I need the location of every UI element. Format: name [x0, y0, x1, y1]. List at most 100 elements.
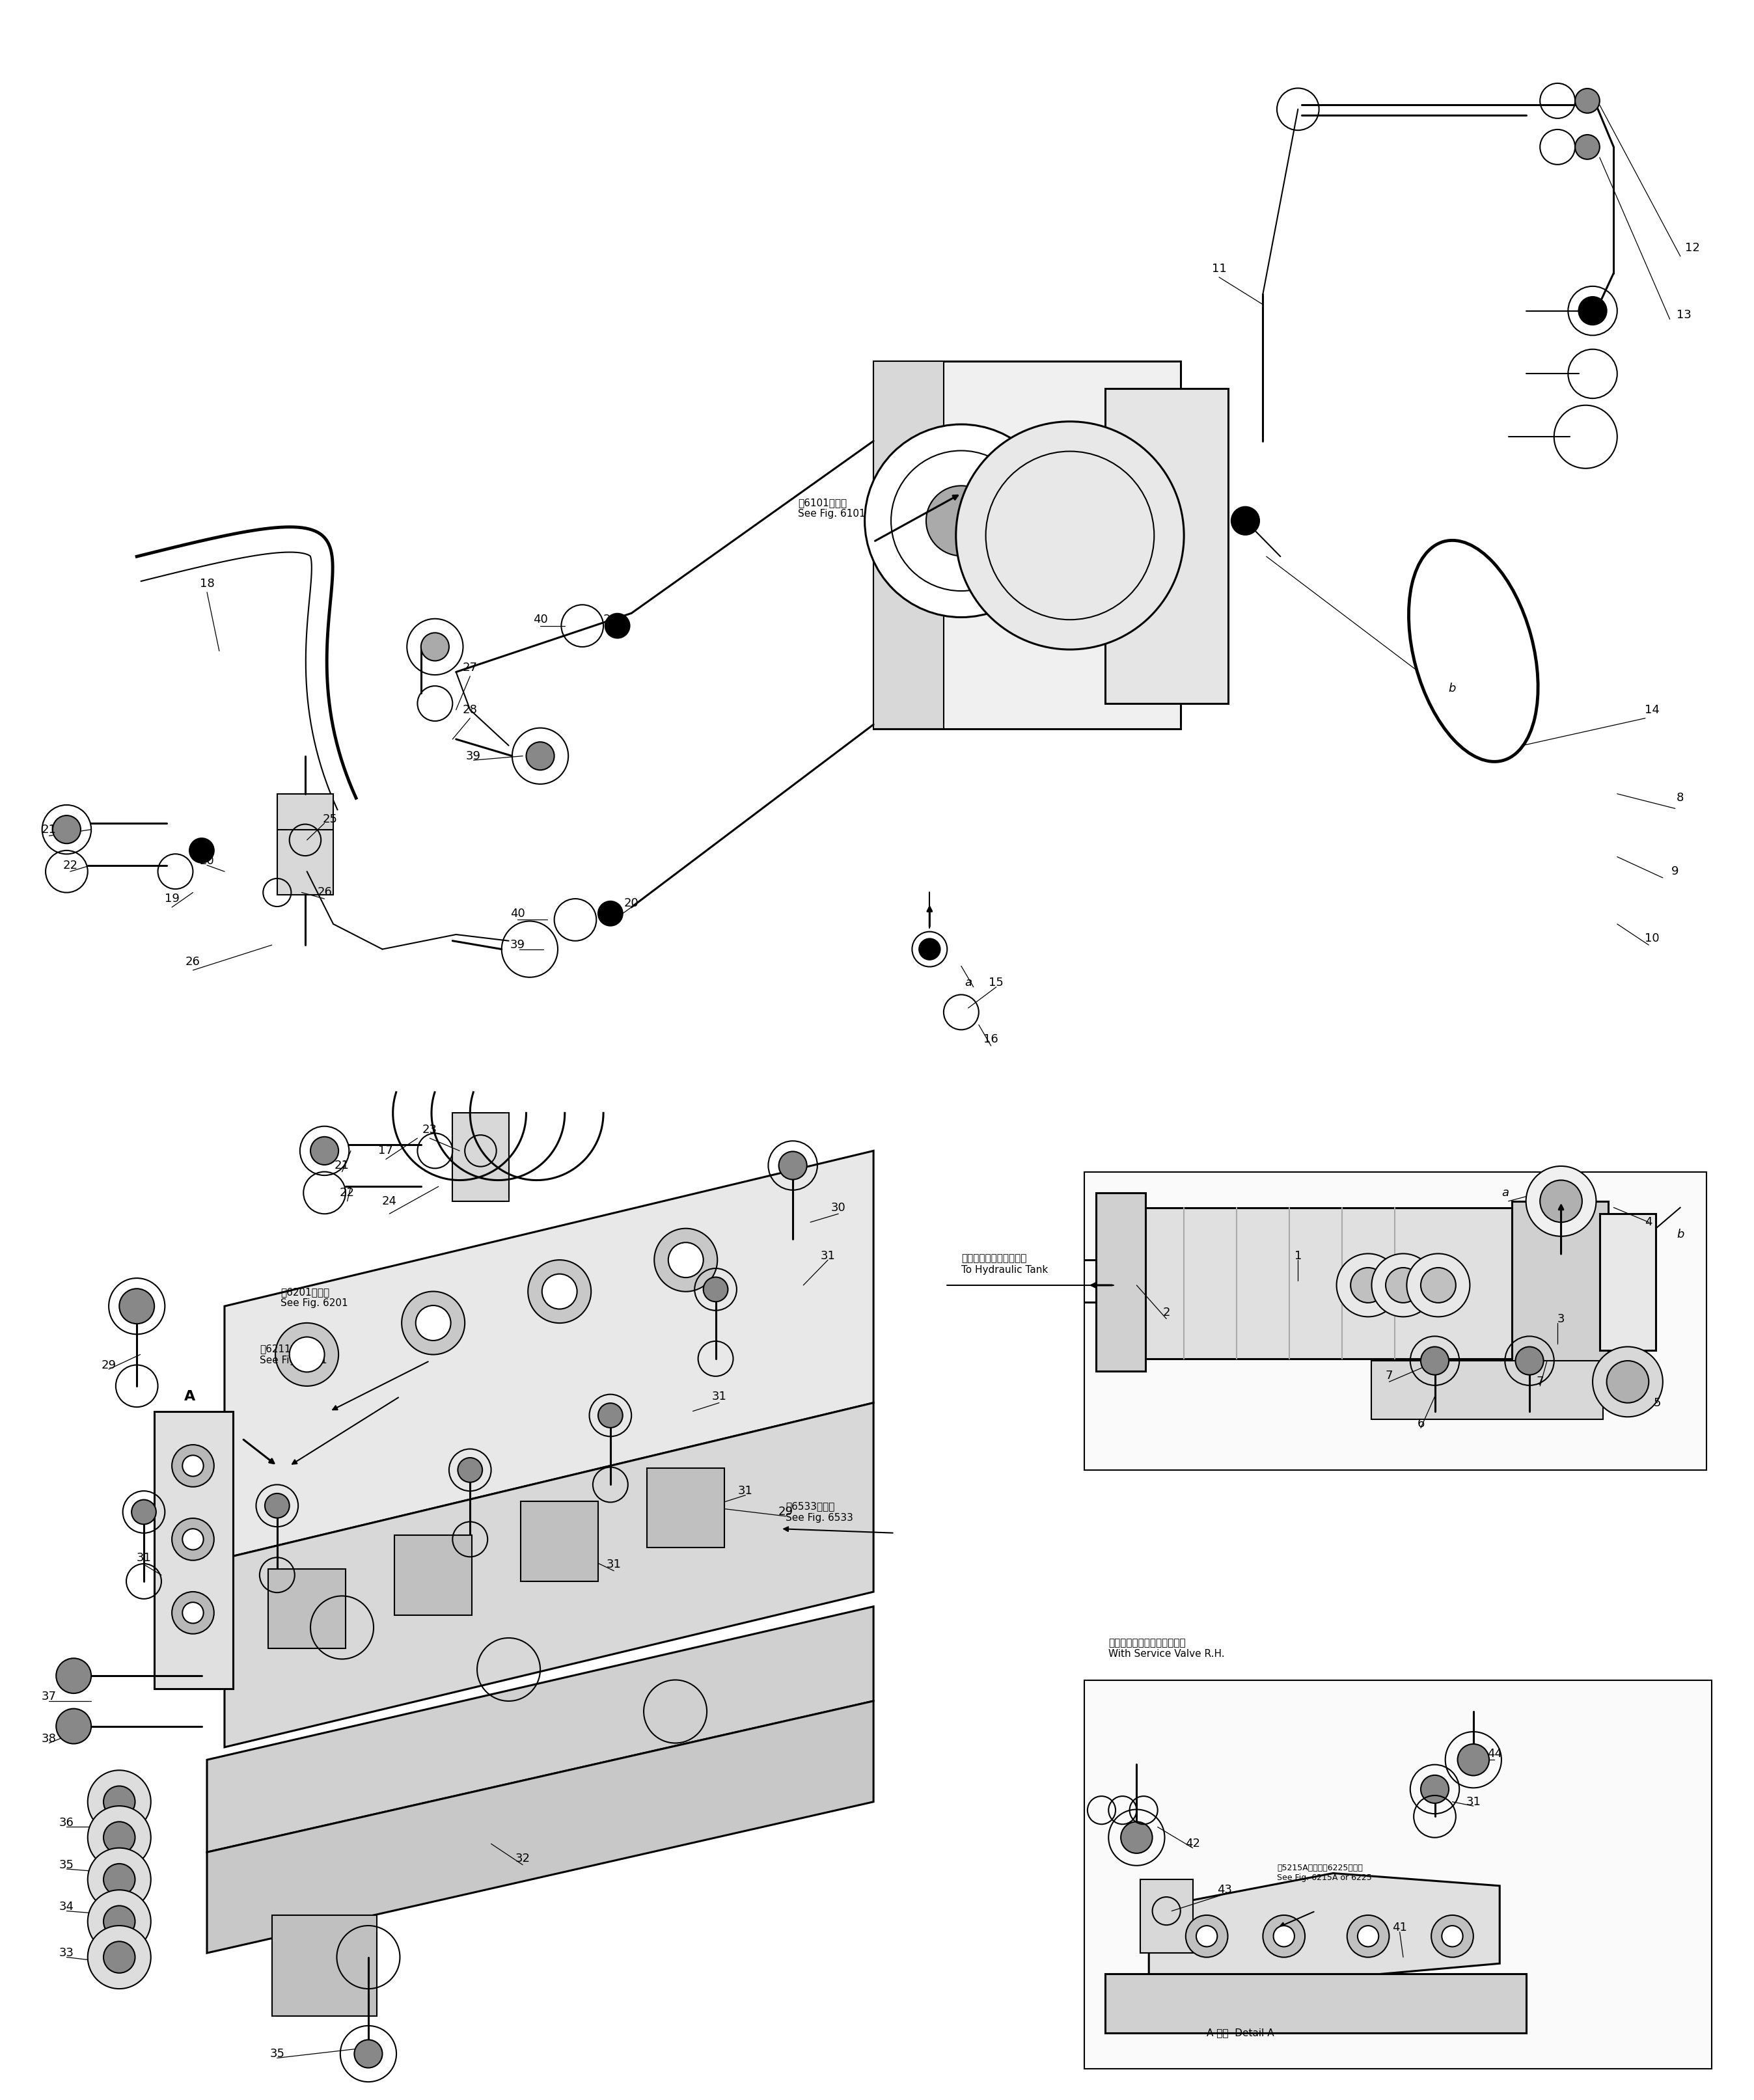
Text: 32: 32	[516, 1852, 530, 1865]
Text: 43: 43	[1217, 1884, 1231, 1896]
Circle shape	[1431, 1915, 1473, 1957]
Text: 第6101図参照
See Fig. 6101: 第6101図参照 See Fig. 6101	[798, 498, 865, 519]
Text: 10: 10	[1645, 932, 1659, 945]
Text: 39: 39	[467, 750, 481, 762]
Text: 4: 4	[1645, 1216, 1652, 1228]
Polygon shape	[1149, 1873, 1500, 2012]
Text: 40: 40	[533, 613, 547, 626]
Text: 11: 11	[1212, 262, 1226, 275]
Text: b: b	[1677, 1228, 1684, 1241]
Text: 第6533図参照
See Fig. 6533: 第6533図参照 See Fig. 6533	[786, 1501, 854, 1522]
Text: 44: 44	[1487, 1747, 1501, 1760]
Bar	[1084, 1172, 1707, 1470]
Circle shape	[528, 1260, 591, 1323]
Bar	[1105, 388, 1228, 704]
Text: 20: 20	[603, 613, 617, 626]
Circle shape	[1372, 1254, 1435, 1317]
Text: 20: 20	[200, 855, 214, 867]
Circle shape	[416, 1306, 451, 1340]
Text: 1: 1	[1294, 1249, 1301, 1262]
Circle shape	[1593, 1346, 1663, 1418]
Circle shape	[1442, 1926, 1463, 1947]
Bar	[1600, 1214, 1656, 1350]
Circle shape	[458, 1457, 482, 1483]
Bar	[873, 361, 1180, 729]
Text: 19: 19	[165, 892, 179, 905]
Bar	[873, 361, 944, 729]
Text: 34: 34	[60, 1900, 74, 1913]
Text: 24: 24	[382, 1195, 396, 1207]
Bar	[1512, 1201, 1608, 1365]
Circle shape	[119, 1289, 154, 1323]
Circle shape	[668, 1243, 703, 1277]
Text: 6: 6	[1417, 1418, 1424, 1430]
Circle shape	[88, 1806, 151, 1869]
Circle shape	[1273, 1926, 1294, 1947]
Text: 21: 21	[335, 1159, 349, 1172]
Text: 31: 31	[738, 1485, 752, 1497]
Circle shape	[1575, 134, 1600, 160]
Text: A: A	[184, 1390, 195, 1403]
Text: 7: 7	[1537, 1376, 1544, 1388]
Circle shape	[956, 422, 1184, 649]
Circle shape	[1347, 1915, 1389, 1957]
Text: a: a	[1501, 1186, 1508, 1199]
Polygon shape	[207, 1701, 873, 1953]
Circle shape	[103, 1785, 135, 1819]
Circle shape	[1351, 1268, 1386, 1302]
Circle shape	[1421, 1346, 1449, 1376]
Circle shape	[88, 1890, 151, 1953]
Text: 31: 31	[821, 1249, 835, 1262]
Circle shape	[189, 838, 214, 863]
Text: 30: 30	[831, 1201, 845, 1214]
Text: 2: 2	[1163, 1306, 1170, 1319]
Text: 第6211図参照
See Fig. 6211: 第6211図参照 See Fig. 6211	[260, 1344, 326, 1365]
Bar	[154, 1411, 233, 1688]
Circle shape	[56, 1709, 91, 1743]
Polygon shape	[225, 1403, 873, 1747]
Bar	[272, 1915, 377, 2016]
Circle shape	[402, 1292, 465, 1354]
Text: 40: 40	[510, 907, 524, 920]
Circle shape	[1421, 1268, 1456, 1302]
Text: 23: 23	[423, 1124, 437, 1136]
Text: 8: 8	[1677, 792, 1684, 804]
Text: 31: 31	[712, 1390, 726, 1403]
Circle shape	[182, 1602, 203, 1623]
Text: 26: 26	[186, 956, 200, 968]
Polygon shape	[207, 1606, 873, 1852]
Text: 16: 16	[984, 1033, 998, 1046]
Text: 第5215Aまたは第6225図参照
See Fig. 6215A or 6225: 第5215Aまたは第6225図参照 See Fig. 6215A or 6225	[1277, 1865, 1372, 1882]
Circle shape	[88, 1926, 151, 1989]
Circle shape	[1121, 1821, 1152, 1854]
Circle shape	[654, 1228, 717, 1292]
Text: 12: 12	[1686, 242, 1700, 254]
Circle shape	[172, 1445, 214, 1487]
Ellipse shape	[1408, 540, 1538, 762]
Text: 26: 26	[317, 886, 332, 899]
Circle shape	[926, 485, 996, 556]
Circle shape	[310, 1136, 339, 1166]
Text: 31: 31	[137, 1552, 151, 1565]
Circle shape	[526, 741, 554, 771]
Text: 21: 21	[42, 823, 56, 836]
Circle shape	[1607, 1361, 1649, 1403]
Circle shape	[103, 1821, 135, 1854]
Text: 14: 14	[1645, 704, 1659, 716]
Circle shape	[88, 1848, 151, 1911]
Text: ハイドロリックタンクへ
To Hydraulic Tank: ハイドロリックタンクへ To Hydraulic Tank	[961, 1254, 1047, 1275]
Bar	[395, 1535, 472, 1615]
Text: 29: 29	[779, 1506, 793, 1518]
Bar	[521, 1501, 598, 1581]
Bar	[1096, 1193, 1145, 1371]
Text: 35: 35	[60, 1858, 74, 1871]
Text: 31: 31	[1466, 1796, 1480, 1808]
Text: 15: 15	[989, 976, 1003, 989]
Circle shape	[354, 2039, 382, 2068]
Bar	[1105, 1974, 1526, 2033]
Circle shape	[1458, 1743, 1489, 1777]
Bar	[1114, 1207, 1517, 1359]
Polygon shape	[225, 1151, 873, 1558]
Circle shape	[56, 1659, 91, 1693]
Circle shape	[542, 1275, 577, 1308]
